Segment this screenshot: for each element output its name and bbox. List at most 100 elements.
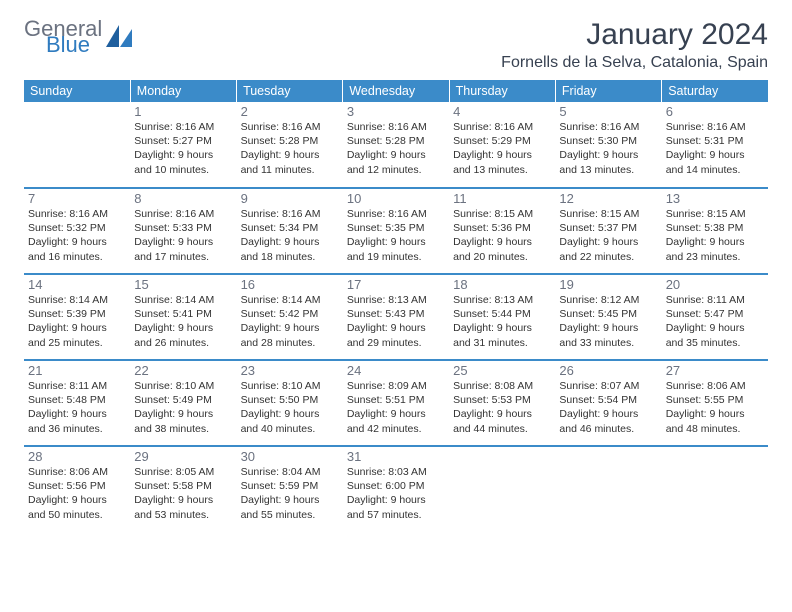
day-info: Sunrise: 8:09 AMSunset: 5:51 PMDaylight:… bbox=[347, 379, 445, 436]
daylight-text: Daylight: 9 hours and 46 minutes. bbox=[559, 407, 657, 435]
calendar-day-cell: 11Sunrise: 8:15 AMSunset: 5:36 PMDayligh… bbox=[449, 188, 555, 274]
day-number: 7 bbox=[28, 191, 126, 206]
sunset-text: Sunset: 5:29 PM bbox=[453, 134, 551, 148]
day-info: Sunrise: 8:07 AMSunset: 5:54 PMDaylight:… bbox=[559, 379, 657, 436]
sunrise-text: Sunrise: 8:16 AM bbox=[134, 120, 232, 134]
calendar-day-cell: 17Sunrise: 8:13 AMSunset: 5:43 PMDayligh… bbox=[343, 274, 449, 360]
sunset-text: Sunset: 5:37 PM bbox=[559, 221, 657, 235]
day-info: Sunrise: 8:06 AMSunset: 5:56 PMDaylight:… bbox=[28, 465, 126, 522]
sunrise-text: Sunrise: 8:16 AM bbox=[347, 207, 445, 221]
day-info: Sunrise: 8:13 AMSunset: 5:43 PMDaylight:… bbox=[347, 293, 445, 350]
weekday-header: Thursday bbox=[449, 80, 555, 102]
sunrise-text: Sunrise: 8:12 AM bbox=[559, 293, 657, 307]
daylight-text: Daylight: 9 hours and 53 minutes. bbox=[134, 493, 232, 521]
sunset-text: Sunset: 5:32 PM bbox=[28, 221, 126, 235]
sunrise-text: Sunrise: 8:06 AM bbox=[28, 465, 126, 479]
sunrise-text: Sunrise: 8:07 AM bbox=[559, 379, 657, 393]
calendar-day-cell bbox=[449, 446, 555, 532]
day-info: Sunrise: 8:13 AMSunset: 5:44 PMDaylight:… bbox=[453, 293, 551, 350]
sunrise-text: Sunrise: 8:13 AM bbox=[453, 293, 551, 307]
sunset-text: Sunset: 5:51 PM bbox=[347, 393, 445, 407]
daylight-text: Daylight: 9 hours and 50 minutes. bbox=[28, 493, 126, 521]
day-number: 6 bbox=[666, 104, 764, 119]
sunset-text: Sunset: 5:55 PM bbox=[666, 393, 764, 407]
daylight-text: Daylight: 9 hours and 38 minutes. bbox=[134, 407, 232, 435]
calendar-day-cell: 8Sunrise: 8:16 AMSunset: 5:33 PMDaylight… bbox=[130, 188, 236, 274]
calendar-table: Sunday Monday Tuesday Wednesday Thursday… bbox=[24, 80, 768, 532]
sunrise-text: Sunrise: 8:04 AM bbox=[241, 465, 339, 479]
sail-icon bbox=[106, 25, 132, 52]
weekday-header: Saturday bbox=[662, 80, 768, 102]
daylight-text: Daylight: 9 hours and 36 minutes. bbox=[28, 407, 126, 435]
daylight-text: Daylight: 9 hours and 22 minutes. bbox=[559, 235, 657, 263]
day-number: 10 bbox=[347, 191, 445, 206]
calendar-day-cell: 19Sunrise: 8:12 AMSunset: 5:45 PMDayligh… bbox=[555, 274, 661, 360]
day-number: 20 bbox=[666, 277, 764, 292]
day-info: Sunrise: 8:03 AMSunset: 6:00 PMDaylight:… bbox=[347, 465, 445, 522]
sunset-text: Sunset: 5:36 PM bbox=[453, 221, 551, 235]
sunset-text: Sunset: 5:38 PM bbox=[666, 221, 764, 235]
daylight-text: Daylight: 9 hours and 44 minutes. bbox=[453, 407, 551, 435]
day-number: 13 bbox=[666, 191, 764, 206]
sunrise-text: Sunrise: 8:11 AM bbox=[28, 379, 126, 393]
calendar-day-cell: 22Sunrise: 8:10 AMSunset: 5:49 PMDayligh… bbox=[130, 360, 236, 446]
sunset-text: Sunset: 5:54 PM bbox=[559, 393, 657, 407]
weekday-header-row: Sunday Monday Tuesday Wednesday Thursday… bbox=[24, 80, 768, 102]
day-number: 2 bbox=[241, 104, 339, 119]
calendar-day-cell: 14Sunrise: 8:14 AMSunset: 5:39 PMDayligh… bbox=[24, 274, 130, 360]
sunset-text: Sunset: 5:33 PM bbox=[134, 221, 232, 235]
daylight-text: Daylight: 9 hours and 23 minutes. bbox=[666, 235, 764, 263]
month-title: January 2024 bbox=[501, 18, 768, 52]
day-info: Sunrise: 8:11 AMSunset: 5:48 PMDaylight:… bbox=[28, 379, 126, 436]
daylight-text: Daylight: 9 hours and 12 minutes. bbox=[347, 148, 445, 176]
day-info: Sunrise: 8:10 AMSunset: 5:49 PMDaylight:… bbox=[134, 379, 232, 436]
sunset-text: Sunset: 6:00 PM bbox=[347, 479, 445, 493]
calendar-page: General Blue January 2024 Fornells de la… bbox=[0, 0, 792, 550]
sunrise-text: Sunrise: 8:16 AM bbox=[666, 120, 764, 134]
calendar-day-cell: 10Sunrise: 8:16 AMSunset: 5:35 PMDayligh… bbox=[343, 188, 449, 274]
daylight-text: Daylight: 9 hours and 11 minutes. bbox=[241, 148, 339, 176]
day-number: 16 bbox=[241, 277, 339, 292]
sunrise-text: Sunrise: 8:16 AM bbox=[347, 120, 445, 134]
calendar-day-cell bbox=[555, 446, 661, 532]
sunrise-text: Sunrise: 8:03 AM bbox=[347, 465, 445, 479]
day-info: Sunrise: 8:15 AMSunset: 5:36 PMDaylight:… bbox=[453, 207, 551, 264]
daylight-text: Daylight: 9 hours and 18 minutes. bbox=[241, 235, 339, 263]
day-info: Sunrise: 8:06 AMSunset: 5:55 PMDaylight:… bbox=[666, 379, 764, 436]
calendar-day-cell: 1Sunrise: 8:16 AMSunset: 5:27 PMDaylight… bbox=[130, 102, 236, 188]
calendar-day-cell bbox=[662, 446, 768, 532]
day-number: 22 bbox=[134, 363, 232, 378]
day-info: Sunrise: 8:16 AMSunset: 5:31 PMDaylight:… bbox=[666, 120, 764, 177]
day-number: 12 bbox=[559, 191, 657, 206]
daylight-text: Daylight: 9 hours and 16 minutes. bbox=[28, 235, 126, 263]
calendar-week-row: 7Sunrise: 8:16 AMSunset: 5:32 PMDaylight… bbox=[24, 188, 768, 274]
weekday-header: Tuesday bbox=[237, 80, 343, 102]
day-info: Sunrise: 8:14 AMSunset: 5:41 PMDaylight:… bbox=[134, 293, 232, 350]
sunrise-text: Sunrise: 8:16 AM bbox=[453, 120, 551, 134]
sunrise-text: Sunrise: 8:14 AM bbox=[241, 293, 339, 307]
daylight-text: Daylight: 9 hours and 48 minutes. bbox=[666, 407, 764, 435]
sunset-text: Sunset: 5:43 PM bbox=[347, 307, 445, 321]
day-number: 23 bbox=[241, 363, 339, 378]
calendar-day-cell: 20Sunrise: 8:11 AMSunset: 5:47 PMDayligh… bbox=[662, 274, 768, 360]
day-number: 29 bbox=[134, 449, 232, 464]
page-header: General Blue January 2024 Fornells de la… bbox=[24, 18, 768, 72]
sunset-text: Sunset: 5:34 PM bbox=[241, 221, 339, 235]
day-number: 30 bbox=[241, 449, 339, 464]
daylight-text: Daylight: 9 hours and 13 minutes. bbox=[453, 148, 551, 176]
sunset-text: Sunset: 5:59 PM bbox=[241, 479, 339, 493]
day-number: 28 bbox=[28, 449, 126, 464]
sunset-text: Sunset: 5:28 PM bbox=[347, 134, 445, 148]
daylight-text: Daylight: 9 hours and 33 minutes. bbox=[559, 321, 657, 349]
calendar-day-cell: 29Sunrise: 8:05 AMSunset: 5:58 PMDayligh… bbox=[130, 446, 236, 532]
daylight-text: Daylight: 9 hours and 10 minutes. bbox=[134, 148, 232, 176]
calendar-day-cell: 25Sunrise: 8:08 AMSunset: 5:53 PMDayligh… bbox=[449, 360, 555, 446]
sunrise-text: Sunrise: 8:14 AM bbox=[28, 293, 126, 307]
day-number: 17 bbox=[347, 277, 445, 292]
daylight-text: Daylight: 9 hours and 17 minutes. bbox=[134, 235, 232, 263]
sunrise-text: Sunrise: 8:14 AM bbox=[134, 293, 232, 307]
weekday-header: Monday bbox=[130, 80, 236, 102]
daylight-text: Daylight: 9 hours and 40 minutes. bbox=[241, 407, 339, 435]
day-number: 11 bbox=[453, 191, 551, 206]
sunrise-text: Sunrise: 8:16 AM bbox=[241, 207, 339, 221]
